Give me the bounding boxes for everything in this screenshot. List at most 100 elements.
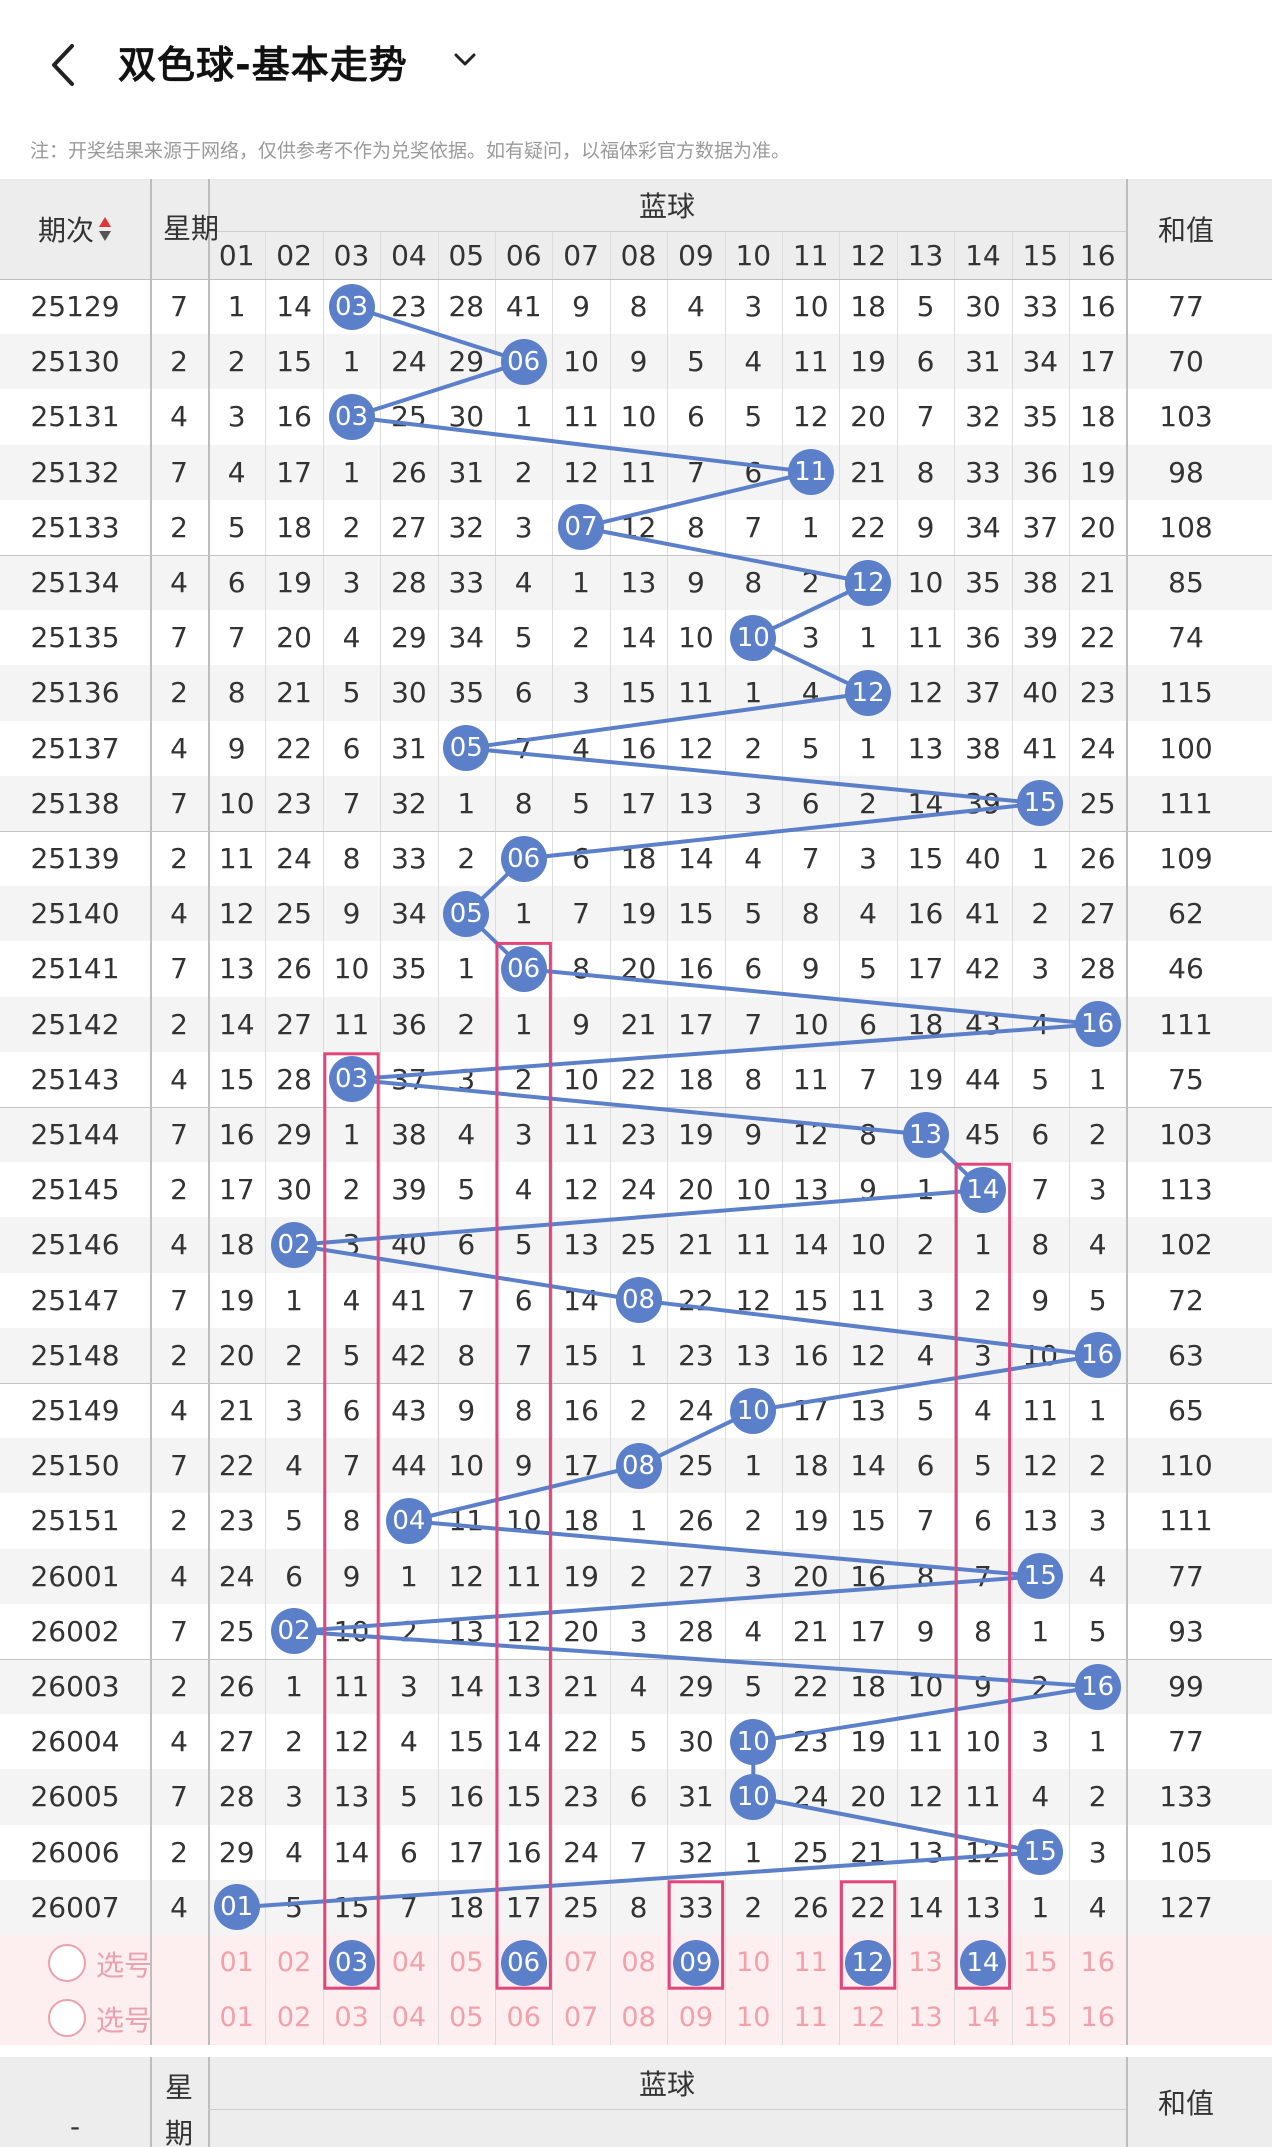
miss-count-cell: 19 — [850, 1725, 886, 1759]
miss-count-cell: 4 — [1088, 1228, 1107, 1262]
miss-count-cell: 16 — [276, 400, 312, 434]
pick-number[interactable]: 02 — [276, 2002, 312, 2034]
miss-count-cell: 14 — [276, 290, 312, 324]
miss-count-cell: 15 — [505, 1780, 542, 1814]
grid-line — [0, 279, 1272, 280]
table-row: 25130 2 2 15 1 24 29 06 10 9 5 4 11 19 6 31 34 17 70 — [0, 334, 1272, 389]
pick-number[interactable]: 04 — [391, 1947, 427, 1979]
miss-count-cell: 25 — [218, 1614, 255, 1648]
miss-count-cell: 24 — [792, 1780, 829, 1814]
miss-count-cell: 18 — [620, 842, 657, 876]
pick-ball-selected[interactable]: 03 — [328, 1939, 375, 1986]
sum-cell: 72 — [1168, 1283, 1204, 1317]
pick-ball-selected[interactable]: 12 — [845, 1939, 892, 1986]
miss-count-cell: 22 — [850, 1890, 886, 1924]
sum-cell: 105 — [1159, 1835, 1213, 1869]
pick-number[interactable]: 16 — [1080, 2002, 1115, 2034]
table-row: 26004 4 27 2 12 4 15 14 22 5 30 10 23 19 11 10 3 1 77 — [0, 1714, 1272, 1769]
table-row: 26005 7 28 3 13 5 16 15 23 6 31 10 24 20 12 11 4 2 133 — [0, 1769, 1272, 1824]
trend-table: 期次 星期 蓝球 和值 01 02 03 04 05 06 07 08 09 10 11 12 13 14 15 16… — [0, 179, 1272, 2147]
miss-count-cell: 17 — [448, 1835, 485, 1869]
miss-count-cell: 3 — [514, 1118, 533, 1152]
miss-count-cell: 5 — [744, 400, 763, 434]
miss-count-cell: 23 — [678, 1338, 714, 1372]
week-cell: 4 — [170, 566, 188, 600]
pick-number[interactable]: 12 — [850, 2002, 886, 2034]
pick-number[interactable]: 11 — [793, 2002, 828, 2034]
column-header-issue[interactable]: 期次 — [0, 179, 150, 279]
pick-number[interactable]: 07 — [563, 2002, 599, 2034]
pick-number[interactable]: 15 — [1023, 2002, 1058, 2034]
pick-number[interactable]: 03 — [334, 2002, 369, 2034]
pick-number[interactable]: 08 — [621, 1947, 656, 1979]
footer-blue: 蓝球 — [638, 2068, 695, 2102]
week-cell: 7 — [170, 1449, 188, 1483]
pick-ball-selected[interactable]: 14 — [959, 1939, 1006, 1986]
miss-count-cell: 7 — [514, 731, 533, 765]
miss-count-cell: 6 — [973, 1504, 992, 1538]
miss-count-cell: 33 — [391, 842, 427, 876]
miss-count-cell: 22 — [276, 731, 312, 765]
miss-count-cell: 1 — [1088, 1394, 1107, 1428]
back-button[interactable] — [44, 40, 84, 90]
miss-count-cell: 8 — [514, 786, 533, 820]
issue-cell: 25144 — [30, 1118, 120, 1152]
pick-number[interactable]: 07 — [563, 1947, 599, 1979]
miss-count-cell: 15 — [792, 1283, 829, 1317]
pick-number[interactable]: 01 — [219, 1947, 254, 1979]
pick-ball-selected[interactable]: 09 — [672, 1939, 719, 1986]
miss-count-cell: 35 — [965, 566, 1001, 600]
miss-count-cell: 7 — [744, 510, 763, 544]
pick-number[interactable]: 01 — [219, 2002, 254, 2034]
miss-count-cell: 14 — [678, 842, 714, 876]
miss-count-cell: 4 — [859, 897, 877, 931]
pick-number[interactable]: 11 — [793, 1947, 828, 1979]
pick-number[interactable]: 05 — [449, 2002, 484, 2034]
pick-number[interactable]: 04 — [391, 2002, 427, 2034]
miss-count-cell: 3 — [1088, 1173, 1107, 1207]
pick-number[interactable]: 15 — [1023, 1947, 1058, 1979]
pick-number[interactable]: 10 — [736, 1947, 771, 1979]
miss-count-cell: 1 — [572, 566, 590, 600]
pick-radio[interactable] — [48, 1998, 86, 2037]
pick-number[interactable]: 13 — [908, 2002, 943, 2034]
grid-line — [150, 179, 152, 2046]
miss-count-cell: 7 — [973, 1559, 992, 1593]
miss-count-cell: 5 — [342, 676, 361, 710]
blue-ball-hit: 16 — [1074, 1663, 1121, 1710]
miss-count-cell: 34 — [965, 510, 1001, 544]
pick-number[interactable]: 13 — [908, 1947, 943, 1979]
week-cell: 7 — [170, 290, 188, 324]
sort-icon[interactable] — [98, 215, 112, 243]
miss-count-cell: 33 — [448, 566, 485, 600]
miss-count-cell: 17 — [620, 786, 657, 820]
page-title[interactable]: 双色球-基本走势 — [118, 43, 408, 87]
issue-cell: 25150 — [30, 1449, 120, 1483]
pick-number[interactable]: 02 — [276, 1947, 312, 1979]
miss-count-cell: 13 — [907, 1835, 944, 1869]
pick-number[interactable]: 14 — [965, 2002, 1001, 2034]
miss-count-cell: 26 — [218, 1670, 255, 1704]
miss-count-cell: 2 — [744, 1890, 763, 1924]
pick-number[interactable]: 05 — [449, 1947, 484, 1979]
miss-count-cell: 6 — [457, 1228, 476, 1262]
pick-number[interactable]: 08 — [621, 2002, 656, 2034]
pick-number[interactable]: 10 — [736, 2002, 771, 2034]
miss-count-cell: 20 — [218, 1338, 255, 1372]
miss-count-cell: 10 — [792, 1007, 829, 1041]
miss-count-cell: 6 — [629, 1780, 648, 1814]
pick-number[interactable]: 09 — [678, 2002, 714, 2034]
blue-ball-hit: 15 — [1017, 1553, 1064, 1600]
miss-count-cell: 13 — [333, 1780, 370, 1814]
pick-radio[interactable] — [48, 1943, 86, 1982]
blue-ball-hit: 06 — [500, 338, 547, 385]
miss-count-cell: 32 — [391, 786, 427, 820]
pick-ball-selected[interactable]: 06 — [500, 1939, 547, 1986]
pick-number[interactable]: 06 — [506, 2002, 541, 2034]
miss-count-cell: 25 — [276, 897, 312, 931]
issue-cell: 26003 — [30, 1670, 120, 1704]
miss-count-cell: 12 — [505, 1614, 542, 1648]
title-dropdown-button[interactable] — [450, 44, 480, 74]
pick-number[interactable]: 16 — [1080, 1947, 1115, 1979]
miss-count-cell: 21 — [792, 1614, 829, 1648]
